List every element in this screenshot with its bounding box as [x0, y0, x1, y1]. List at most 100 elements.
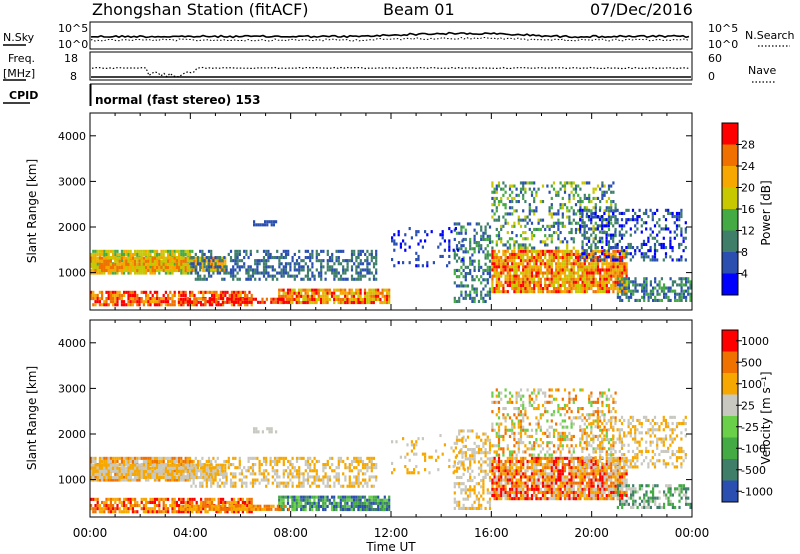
heatmap-cell [92, 507, 95, 511]
heatmap-cell [112, 463, 115, 467]
heatmap-cell [229, 259, 233, 263]
heatmap-cell [550, 290, 553, 294]
heatmap-cell [94, 269, 97, 273]
heatmap-cell [217, 297, 220, 301]
heatmap-cell [598, 218, 602, 222]
heatmap-cell [370, 301, 373, 305]
heatmap-cell [625, 208, 628, 212]
heatmap-cell [491, 246, 494, 250]
heatmap-cell [333, 271, 336, 275]
heatmap-cell [629, 258, 632, 262]
heatmap-cell [114, 497, 117, 501]
heatmap-cell [462, 296, 465, 300]
heatmap-cell [114, 463, 117, 467]
heatmap-cell [300, 456, 303, 460]
heatmap-cell [225, 481, 228, 485]
heatmap-cell [171, 510, 174, 514]
heatmap-cell [216, 481, 219, 485]
heatmap-cell [136, 297, 139, 301]
heatmap-cell [262, 478, 266, 482]
heatmap-cell [581, 265, 584, 269]
heatmap-cell [515, 209, 518, 213]
heatmap-cell [528, 259, 531, 263]
heatmap-cell [302, 265, 305, 269]
heatmap-cell [533, 212, 536, 216]
heatmap-cell [326, 463, 329, 467]
heatmap-cell [186, 510, 189, 514]
heatmap-cell [270, 300, 273, 304]
heatmap-cell [173, 265, 176, 269]
heatmap-cell [208, 500, 211, 504]
heatmap-cell [629, 252, 632, 256]
heatmap-cell [90, 469, 93, 473]
heatmap-cell [136, 265, 139, 269]
heatmap-cell [184, 510, 187, 514]
heatmap-cell [596, 268, 600, 272]
heatmap-cell [153, 249, 156, 253]
heatmap-cell [123, 500, 126, 504]
heatmap-cell [293, 475, 296, 479]
heatmap-cell [475, 293, 478, 297]
heatmap-cell [530, 259, 534, 263]
heatmap-cell [138, 469, 141, 473]
heatmap-cell [658, 298, 661, 302]
heatmap-cell [196, 463, 200, 467]
heatmap-cell [276, 484, 279, 488]
heatmap-cell [167, 463, 170, 467]
heatmap-cell [506, 265, 509, 269]
heatmap-cell [186, 271, 189, 275]
heatmap-cell [271, 256, 274, 260]
heatmap-cell [129, 463, 132, 467]
heatmap-cell [528, 212, 531, 216]
heatmap-cell [224, 262, 227, 266]
heatmap-cell [207, 274, 211, 278]
heatmap-cell [623, 277, 626, 281]
heatmap-cell [533, 280, 536, 284]
heatmap-cell [116, 303, 119, 307]
heatmap-cell [652, 292, 655, 296]
heatmap-cell [230, 297, 233, 301]
heatmap-cell [219, 469, 222, 473]
heatmap-cell [153, 290, 156, 294]
heatmap-cell [309, 259, 312, 263]
heatmap-cell [629, 242, 632, 246]
heatmap-cell [90, 293, 93, 297]
heatmap-cell [372, 456, 376, 460]
heatmap-cell [265, 456, 268, 460]
heatmap-cell [627, 298, 630, 302]
heatmap-cell [120, 303, 123, 307]
heatmap-cell [566, 215, 569, 219]
heatmap-cell [215, 463, 218, 467]
heatmap-cell [210, 459, 213, 463]
heatmap-cell [114, 466, 117, 470]
heatmap-cell [366, 268, 369, 272]
heatmap-cell [579, 252, 582, 256]
heatmap-cell [186, 297, 189, 301]
heatmap-cell [581, 215, 584, 219]
heatmap-cell [94, 466, 97, 470]
heatmap-cell [202, 262, 205, 266]
heatmap-cell [607, 271, 611, 275]
heatmap-cell [289, 265, 292, 269]
heatmap-cell [258, 466, 261, 470]
heatmap-cell [616, 295, 619, 299]
heatmap-cell [341, 301, 345, 305]
heatmap-cell [579, 265, 582, 269]
heatmap-cell [522, 249, 525, 253]
heatmap-cell [276, 277, 279, 281]
heatmap-cell [190, 262, 193, 266]
heatmap-cell [267, 472, 270, 476]
heatmap-cell [293, 274, 296, 278]
heatmap-cell [223, 277, 226, 281]
heatmap-cell [114, 300, 117, 304]
heatmap-cell [555, 231, 558, 235]
heatmap-cell [302, 277, 305, 281]
heatmap-cell [131, 262, 134, 266]
heatmap-cell [581, 271, 584, 275]
heatmap-cell [453, 268, 456, 272]
heatmap-cell [361, 274, 365, 278]
heatmap-cell [125, 459, 128, 463]
heatmap-cell [94, 463, 97, 467]
heatmap-cell [513, 277, 516, 281]
heatmap-cell [629, 218, 632, 222]
